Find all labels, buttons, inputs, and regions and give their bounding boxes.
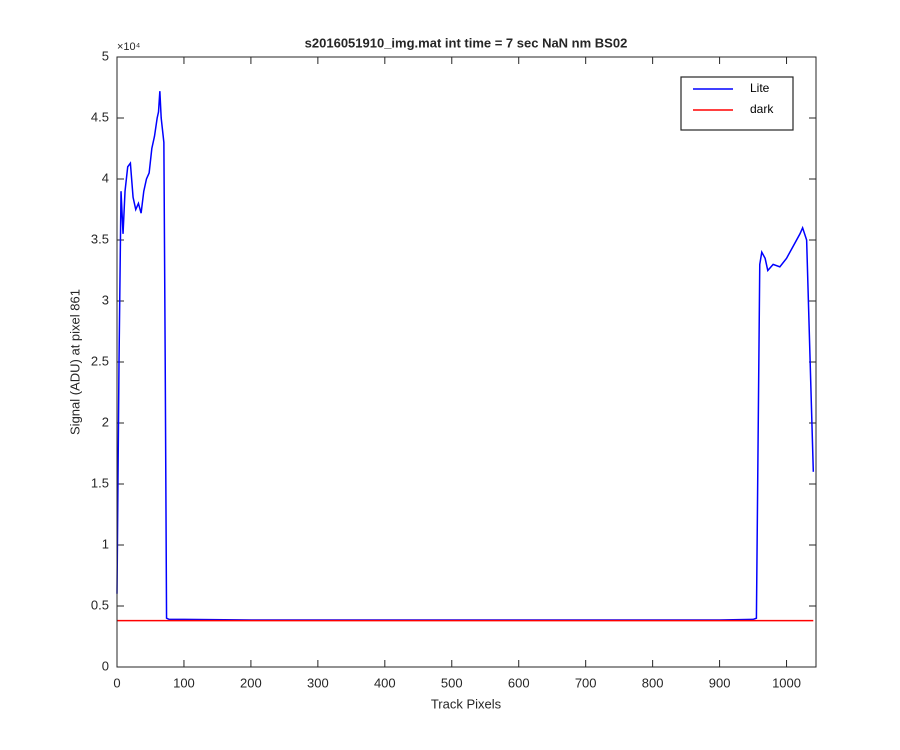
y-tick-label: 1.5	[91, 475, 109, 490]
x-tick-label: 100	[173, 675, 195, 690]
x-tick-label: 300	[307, 675, 329, 690]
x-tick-label: 900	[709, 675, 731, 690]
x-tick-label: 200	[240, 675, 262, 690]
x-tick-label: 0	[113, 675, 120, 690]
y-tick-label: 3.5	[91, 231, 109, 246]
y-tick-label: 0	[102, 658, 109, 673]
x-axis-label: Track Pixels	[431, 696, 502, 711]
x-tick-label: 400	[374, 675, 396, 690]
y-tick-label: 5	[102, 48, 109, 63]
chart-title: s2016051910_img.mat int time = 7 sec NaN…	[305, 35, 628, 50]
x-tick-label: 600	[508, 675, 530, 690]
axes-box	[116, 56, 817, 668]
y-tick-label: 1	[102, 536, 109, 551]
x-tick-label: 1000	[772, 675, 801, 690]
y-tick-label: 2.5	[91, 353, 109, 368]
legend-label: Lite	[750, 81, 770, 95]
data-line	[116, 91, 815, 621]
y-axis-label: Signal (ADU) at pixel 861	[67, 289, 82, 435]
x-tick-label: 500	[441, 675, 463, 690]
y-exponent: ×10⁴	[117, 41, 141, 53]
x-tick-label: 800	[642, 675, 664, 690]
legend-box	[680, 76, 794, 131]
y-tick-label: 4.5	[91, 109, 109, 124]
legend-label: dark	[750, 102, 774, 116]
x-tick-label: 700	[575, 675, 597, 690]
y-tick-label: 2	[102, 414, 109, 429]
y-tick-label: 3	[102, 292, 109, 307]
y-tick-label: 4	[102, 170, 109, 185]
y-tick-label: 0.5	[91, 597, 109, 612]
